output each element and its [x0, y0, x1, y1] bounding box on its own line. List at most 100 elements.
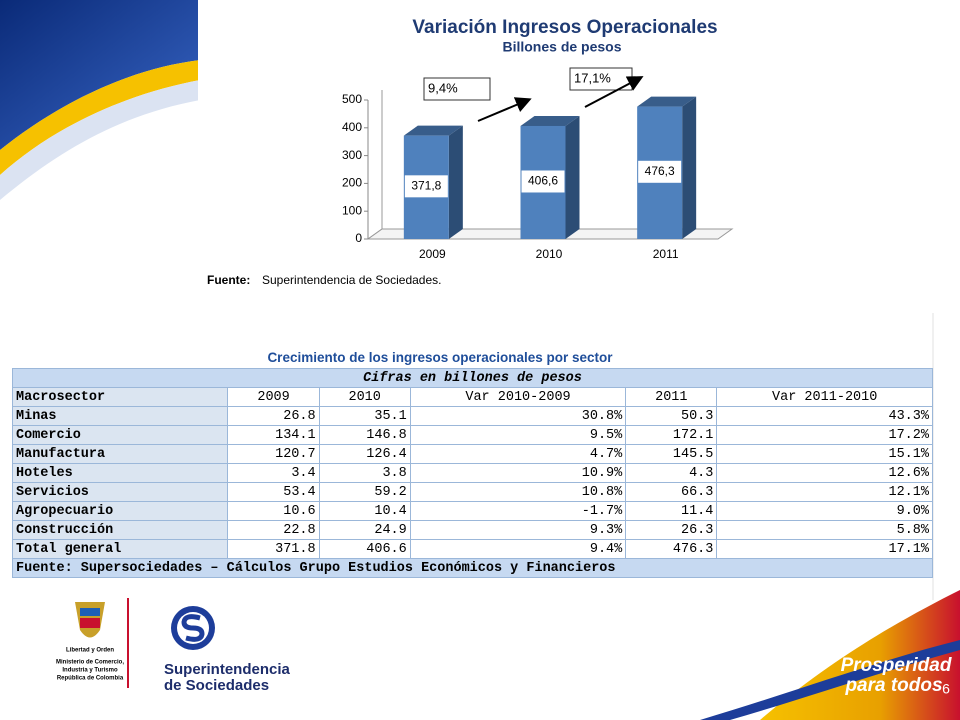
table-row: Fuente: Supersociedades – Cálculos Grupo…	[12, 558, 933, 578]
slogan: para todos	[844, 675, 942, 696]
y-tick-label: 100	[342, 203, 362, 217]
table-row: Cifras en billones de pesos	[12, 368, 933, 388]
source-label: Fuente:	[207, 273, 250, 287]
table-cell: 17.2%	[716, 425, 933, 445]
x-tick-label: 2009	[419, 247, 446, 261]
table-cell: 145.5	[625, 444, 718, 464]
table-row: Hoteles 3.4 3.8 10.9% 4.3 12.6%	[11, 463, 933, 483]
table-row: Minas 26.8 35.1 30.8% 50.3 43.3%	[11, 406, 933, 426]
annotation: 17,1%	[574, 70, 611, 85]
table-cell: 2010	[318, 387, 411, 407]
ministry: República de Colombia	[57, 676, 124, 682]
bar-top	[637, 96, 697, 107]
y-tick-label: 300	[342, 148, 362, 162]
value-label: 371,8	[411, 178, 441, 192]
agency-name: de Sociedades	[164, 677, 269, 694]
table-cell: 5.8%	[716, 520, 933, 540]
table-cell: Servicios	[11, 482, 229, 502]
table-cell: 3.4	[227, 463, 320, 483]
table-cell: Construcción	[11, 520, 229, 540]
slogan: Prosperidad	[841, 655, 952, 676]
table-cell: 120.7	[227, 444, 320, 464]
ministry: Industria y Turismo	[62, 668, 118, 674]
table-cell: Manufactura	[11, 444, 229, 464]
table-cell: 146.8	[318, 425, 411, 445]
label-box	[521, 170, 565, 193]
page-number: 6	[942, 681, 950, 697]
table-cell: 59.2	[318, 482, 411, 502]
bar-top	[403, 125, 463, 136]
y-tick-label: 500	[342, 92, 362, 106]
table-cell: 134.1	[227, 425, 320, 445]
data-table: Cifras en billones de pesos Macrosector 20…	[11, 368, 933, 578]
table-cell: 2009	[227, 387, 320, 407]
table-cell: 30.8%	[409, 406, 627, 426]
table-cell: 53.4	[227, 482, 320, 502]
table-row: Total general 371.8 406.6 9.4% 476.3 17.1%	[11, 539, 933, 559]
table-cell: 9.4%	[409, 539, 627, 559]
x-tick-label: 2011	[653, 247, 679, 261]
table-cell: 9.3%	[409, 520, 627, 540]
annotation-arrow	[477, 97, 532, 122]
blue-swoosh	[0, 0, 200, 150]
value-label: 406,6	[528, 174, 558, 188]
label-box	[404, 175, 448, 198]
motto: Libertad y Orden	[66, 648, 114, 654]
table-row: Construcción 22.8 24.9 9.3% 26.3 5.8%	[11, 520, 933, 540]
table-cell: 4.7%	[409, 444, 627, 464]
table-cell: 406.6	[318, 539, 411, 559]
table-cell: Var 2010-2009	[409, 387, 627, 407]
table-cell: 12.6%	[716, 463, 933, 483]
table-cell: 50.3	[625, 406, 718, 426]
light-swoosh	[0, 80, 200, 200]
table-cell: 3.8	[318, 463, 411, 483]
table-cell: 10.6	[227, 501, 320, 521]
table-row: Servicios 53.4 59.2 10.8% 66.3 12.1%	[11, 482, 933, 502]
table-cell: 35.1	[318, 406, 411, 426]
ministry: Ministerio de Comercio,	[56, 660, 124, 666]
table-cell: 10.8%	[409, 482, 627, 502]
table-cell: 22.8	[227, 520, 320, 540]
agency-logo-s	[181, 614, 205, 642]
y-tick-label: 200	[342, 176, 362, 190]
value-label: 476,3	[645, 164, 675, 178]
table-cell: 12.1%	[716, 482, 933, 502]
table-cell: 2011	[625, 387, 718, 407]
table-cell: 172.1	[625, 425, 718, 445]
chart-subtitle: Billones de pesos	[502, 39, 621, 55]
table-cell: 43.3%	[716, 406, 933, 426]
table-cell: 10.4	[318, 501, 411, 521]
agency-name: Superintendencia	[164, 661, 291, 678]
chart-title: Variación Ingresos Operacionales	[412, 17, 717, 38]
table-cell: 26.3	[625, 520, 718, 540]
y-tick-label: 0	[355, 231, 362, 245]
table-cell: -1.7%	[409, 501, 627, 521]
table-cell: Fuente: Supersociedades – Cálculos Grupo…	[12, 558, 933, 578]
bar-side	[448, 125, 463, 239]
logos: Libertad y Orden Ministerio de Comercio,…	[56, 598, 952, 697]
table-cell: 10.9%	[409, 463, 627, 483]
table-cell: Minas	[11, 406, 229, 426]
annotation-arrow	[584, 76, 644, 108]
table-cell: 476.3	[625, 539, 718, 559]
bar-side	[565, 115, 580, 239]
table-cell: 4.3	[625, 463, 718, 483]
label-box	[638, 160, 682, 183]
table-row: Macrosector 2009 2010 Var 2010-2009 2011 Var …	[11, 387, 933, 407]
table-cell: Macrosector	[11, 387, 229, 407]
table-cell: Comercio	[11, 425, 229, 445]
table-caption: Crecimiento de los ingresos operacionale…	[267, 350, 613, 365]
x-tick-label: 2010	[536, 247, 563, 261]
slogan-blue	[700, 640, 960, 720]
table-row: Comercio 134.1 146.8 9.5% 172.1 17.2%	[11, 425, 933, 445]
yellow-swoosh	[0, 60, 200, 175]
table-row: Manufactura 120.7 126.4 4.7% 145.5 15.1%	[11, 444, 933, 464]
bar-side	[682, 96, 697, 240]
table-cell: 9.0%	[716, 501, 933, 521]
bar-top	[520, 115, 580, 126]
annotation: 9,4%	[428, 80, 458, 95]
table-cell: Cifras en billones de pesos	[12, 368, 933, 388]
table-cell: Var 2011-2010	[716, 387, 933, 407]
table-cell: 24.9	[318, 520, 411, 540]
